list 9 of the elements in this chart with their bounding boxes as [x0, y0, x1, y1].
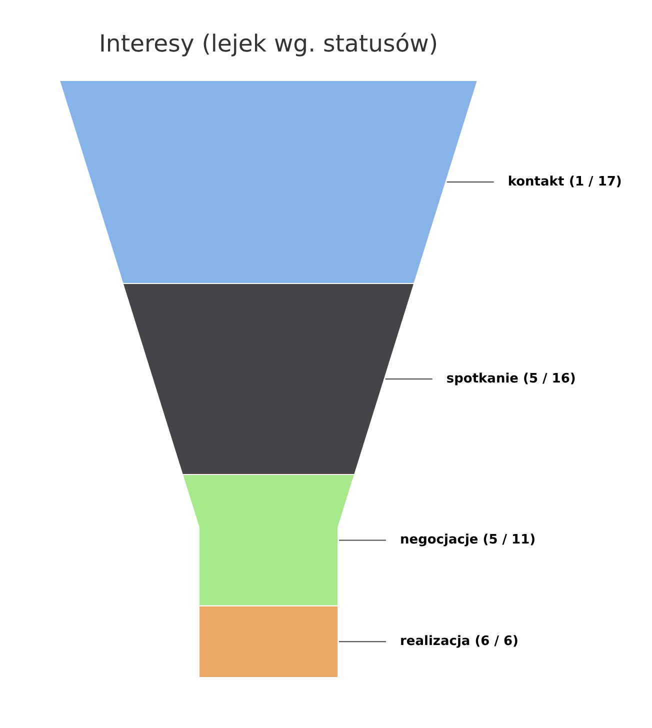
category-label: negocjacje	[400, 532, 478, 548]
text: Interesy (lejek wg. statusów)	[99, 30, 438, 58]
category-label: kontakt	[508, 174, 564, 190]
data-label: (1 / 17)	[569, 174, 622, 190]
category-label: realizacja	[400, 634, 470, 650]
data-label: (6 / 6)	[474, 634, 518, 650]
category-label: spotkanie	[446, 372, 519, 386]
data-label: (5 / 16)	[523, 372, 576, 386]
data-label: (5 / 11)	[482, 532, 536, 548]
